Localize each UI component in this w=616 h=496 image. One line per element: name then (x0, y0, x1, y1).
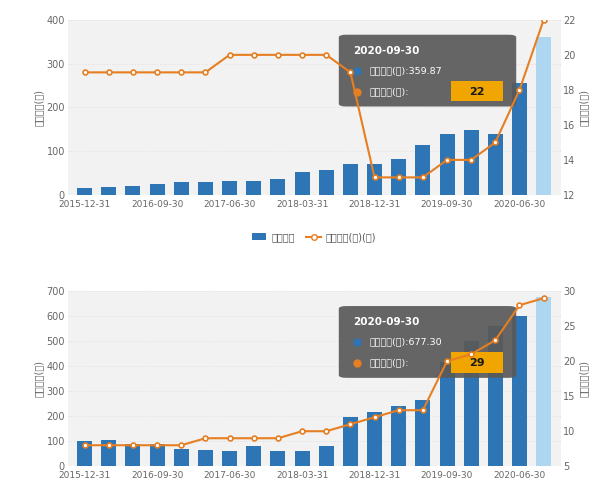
Bar (126, 186, 140, 195)
Bar (102, 187, 116, 195)
Text: 资产净値(亿):677.30: 资产净値(亿):677.30 (370, 337, 442, 346)
Bar (367, 412, 382, 466)
Bar (464, 130, 479, 195)
Bar (246, 446, 261, 466)
Bar (150, 444, 164, 466)
Bar (77, 188, 92, 195)
Bar (536, 37, 551, 195)
Bar (367, 164, 382, 195)
Bar (126, 444, 140, 466)
Legend: 管理规模, 基金数量(只)(右): 管理规模, 基金数量(只)(右) (248, 228, 380, 246)
Text: 29: 29 (469, 358, 485, 368)
Bar (318, 170, 334, 195)
Bar (488, 133, 503, 195)
Bar (294, 451, 310, 466)
Bar (512, 83, 527, 195)
Text: 2020-09-30: 2020-09-30 (354, 46, 420, 56)
Bar (174, 449, 188, 466)
FancyBboxPatch shape (451, 352, 503, 373)
Text: 基金数量(只):: 基金数量(只): (370, 87, 410, 96)
Text: 基金数量(只):: 基金数量(只): (370, 359, 410, 368)
Bar (440, 363, 455, 466)
Bar (102, 440, 116, 466)
Bar (294, 172, 310, 195)
Bar (222, 181, 237, 195)
Bar (77, 441, 92, 466)
Bar (415, 400, 431, 466)
Bar (488, 326, 503, 466)
Bar (174, 182, 188, 195)
FancyBboxPatch shape (339, 35, 516, 107)
Y-axis label: 资产净値(亿): 资产净値(亿) (34, 89, 44, 126)
Bar (391, 159, 406, 195)
Bar (343, 164, 358, 195)
Text: 资产净値(亿):359.87: 资产净値(亿):359.87 (370, 66, 442, 75)
Text: 22: 22 (469, 87, 485, 97)
FancyBboxPatch shape (339, 306, 516, 378)
Bar (440, 133, 455, 195)
Bar (222, 451, 237, 466)
Bar (343, 417, 358, 466)
Text: 2020-09-30: 2020-09-30 (354, 317, 420, 327)
Bar (512, 316, 527, 466)
Y-axis label: 资产净値(亿): 资产净値(亿) (34, 360, 44, 397)
Bar (198, 182, 213, 195)
Bar (464, 341, 479, 466)
Y-axis label: 基金数量(只): 基金数量(只) (578, 89, 589, 126)
Y-axis label: 基金数量(只): 基金数量(只) (578, 360, 589, 397)
FancyBboxPatch shape (451, 81, 503, 101)
Bar (198, 450, 213, 466)
Bar (270, 451, 285, 466)
Bar (391, 406, 406, 466)
Bar (415, 144, 431, 195)
Bar (536, 297, 551, 466)
Bar (318, 446, 334, 466)
Bar (150, 184, 164, 195)
Bar (246, 181, 261, 195)
Bar (270, 179, 285, 195)
